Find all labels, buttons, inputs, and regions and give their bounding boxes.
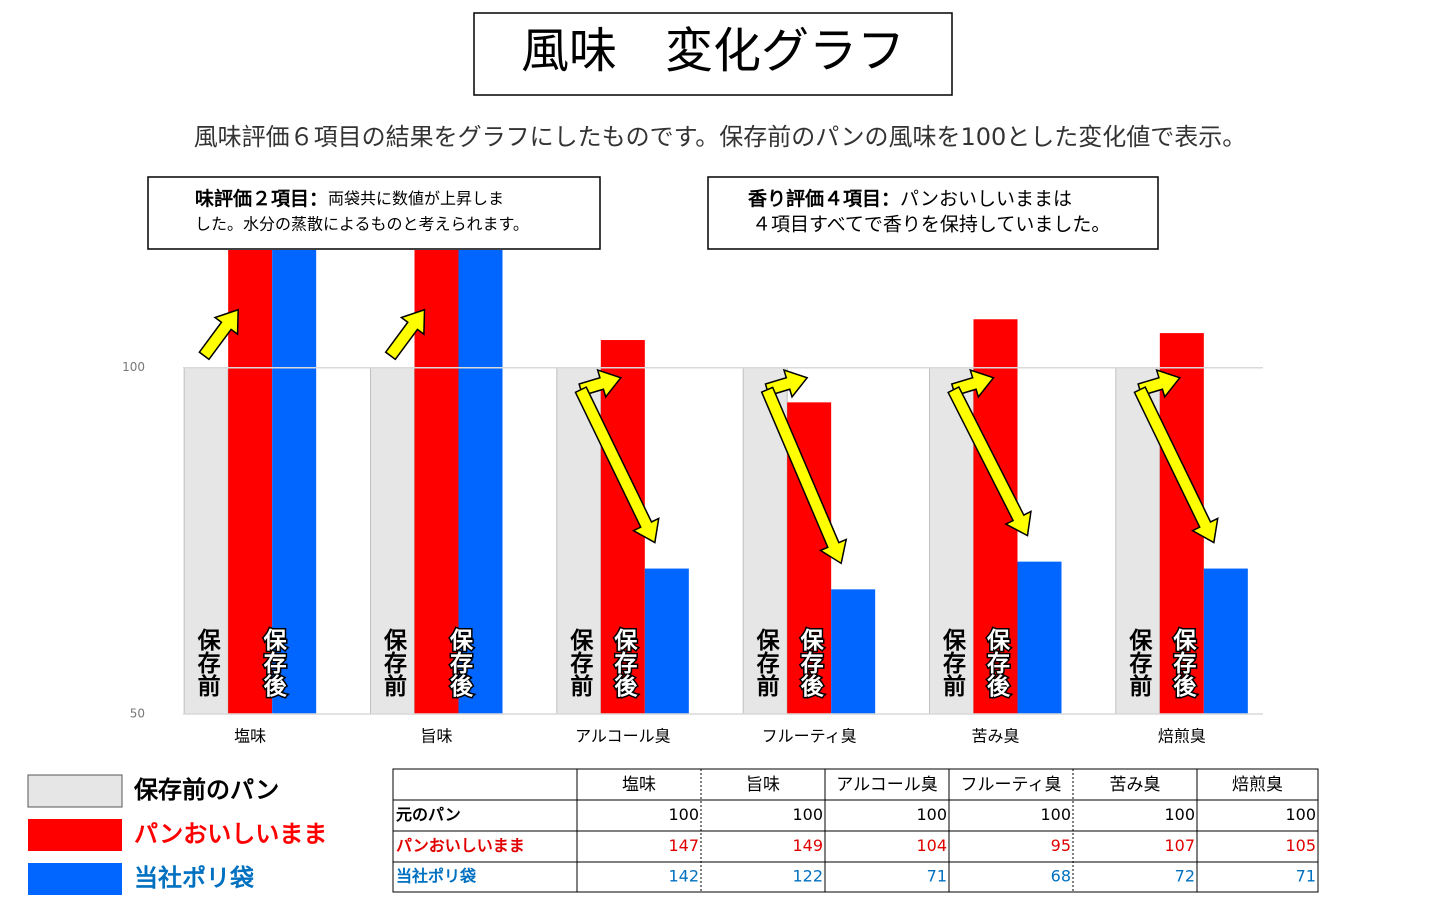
- annotation-line: パンおいしいままは: [900, 188, 1072, 210]
- bar-label: 保存後: [983, 627, 1012, 697]
- table-cell: 104: [916, 836, 947, 855]
- table-cell: 71: [927, 867, 947, 886]
- legend-label: 保存前のパン: [133, 776, 279, 804]
- x-tick-label: アルコール臭: [575, 727, 671, 746]
- arrow: [198, 308, 239, 361]
- bar-label: 保存後: [796, 627, 825, 697]
- table-cell: 147: [668, 836, 699, 855]
- table-cell: 122: [792, 867, 823, 886]
- table-cell: 100: [792, 805, 823, 824]
- bar-label: 保存前: [939, 627, 968, 698]
- bar-label: 保存前: [752, 627, 781, 698]
- annotation-box: [707, 176, 1159, 250]
- x-tick-label: 焙煎臭: [1158, 727, 1206, 746]
- bar-label: 保存後: [1169, 627, 1198, 697]
- table-cell: 71: [1296, 867, 1316, 886]
- table-cell: 72: [1175, 867, 1195, 886]
- bar-label: 保存後: [610, 627, 639, 697]
- x-tick-label: 旨味: [420, 727, 452, 746]
- table-header: 塩味: [622, 775, 656, 795]
- legend-swatch: [27, 774, 123, 808]
- bar: [644, 568, 689, 714]
- table-cell: 100: [1164, 805, 1195, 824]
- arrow: [760, 386, 848, 565]
- bar-label: 保存後: [259, 627, 288, 697]
- bar-label: 保存後: [446, 627, 475, 697]
- arrow: [1137, 368, 1182, 399]
- table-cell: 100: [1040, 805, 1071, 824]
- bars: [183, 250, 1248, 715]
- bar-label: 保存前: [380, 627, 409, 698]
- x-tick-label: 苦み臭: [971, 727, 1019, 746]
- bar: [458, 250, 503, 714]
- table-header: フルーティ臭: [961, 775, 1062, 795]
- legend-label: 当社ポリ袋: [134, 864, 255, 892]
- chart-title: 風味 変化グラフ: [521, 23, 905, 79]
- bar-label: 保存前: [566, 627, 595, 698]
- table-cell: 100: [668, 805, 699, 824]
- table-row-label: 元のパン: [396, 805, 461, 824]
- table-row-label: パンおいしいまま: [396, 836, 525, 855]
- bar: [600, 340, 645, 714]
- arrows: [198, 308, 1219, 565]
- bar: [1159, 333, 1204, 714]
- table-cell: 142: [668, 867, 699, 886]
- arrow: [574, 386, 660, 544]
- table-cell: 100: [916, 805, 947, 824]
- table-cell: 149: [792, 836, 823, 855]
- x-tick-label: 塩味: [234, 727, 266, 746]
- annotation-heading: 香り評価４項目：: [747, 187, 900, 210]
- table-header: 焙煎臭: [1232, 775, 1283, 795]
- table-header: 旨味: [746, 775, 780, 795]
- annotation-line: ４項目すべてで香りを保持していました。: [752, 214, 1110, 236]
- bar: [272, 250, 317, 715]
- bar-label: 保存前: [1125, 627, 1154, 698]
- y-tick-label: 100: [122, 360, 145, 374]
- subtitle: 風味評価６項目の結果をグラフにしたものです。保存前のパンの風味を100とした変化…: [194, 123, 1247, 151]
- table-cell: 68: [1051, 867, 1071, 886]
- legend-swatch: [28, 819, 122, 851]
- table-header: アルコール臭: [836, 775, 938, 795]
- legend-label: パンおいしいまま: [134, 820, 327, 848]
- bar-label: 保存前: [193, 627, 222, 698]
- bar: [1017, 561, 1062, 714]
- arrow: [950, 368, 995, 399]
- table-cell: 95: [1051, 836, 1071, 855]
- annotation-line: 両袋共に数値が上昇しま: [328, 189, 504, 208]
- table-cell: 100: [1285, 805, 1316, 824]
- title-box: [473, 12, 953, 96]
- annotation-heading: 味評価２項目：: [195, 187, 328, 210]
- annotation-box: [147, 176, 601, 250]
- table-cell: 105: [1285, 836, 1316, 855]
- arrow: [764, 368, 809, 399]
- arrow: [384, 308, 426, 361]
- bar: [831, 589, 876, 714]
- bar: [1203, 568, 1248, 714]
- table-row-label: 当社ポリ袋: [396, 867, 477, 886]
- arrow: [578, 368, 623, 399]
- x-tick-label: フルーティ臭: [762, 727, 857, 746]
- annotation: 味評価２項目：両袋共に数値が上昇しま: [195, 187, 504, 210]
- arrow: [1133, 386, 1219, 544]
- arrow: [947, 386, 1032, 537]
- annotation-line: した。水分の蒸散によるものと考えられます。: [195, 215, 529, 234]
- y-tick-label: 50: [130, 707, 145, 721]
- table-cell: 107: [1164, 836, 1195, 855]
- legend-swatch: [28, 863, 122, 895]
- annotation: 香り評価４項目：パンおいしいままは: [747, 187, 1072, 210]
- table-header: 苦み臭: [1110, 775, 1161, 795]
